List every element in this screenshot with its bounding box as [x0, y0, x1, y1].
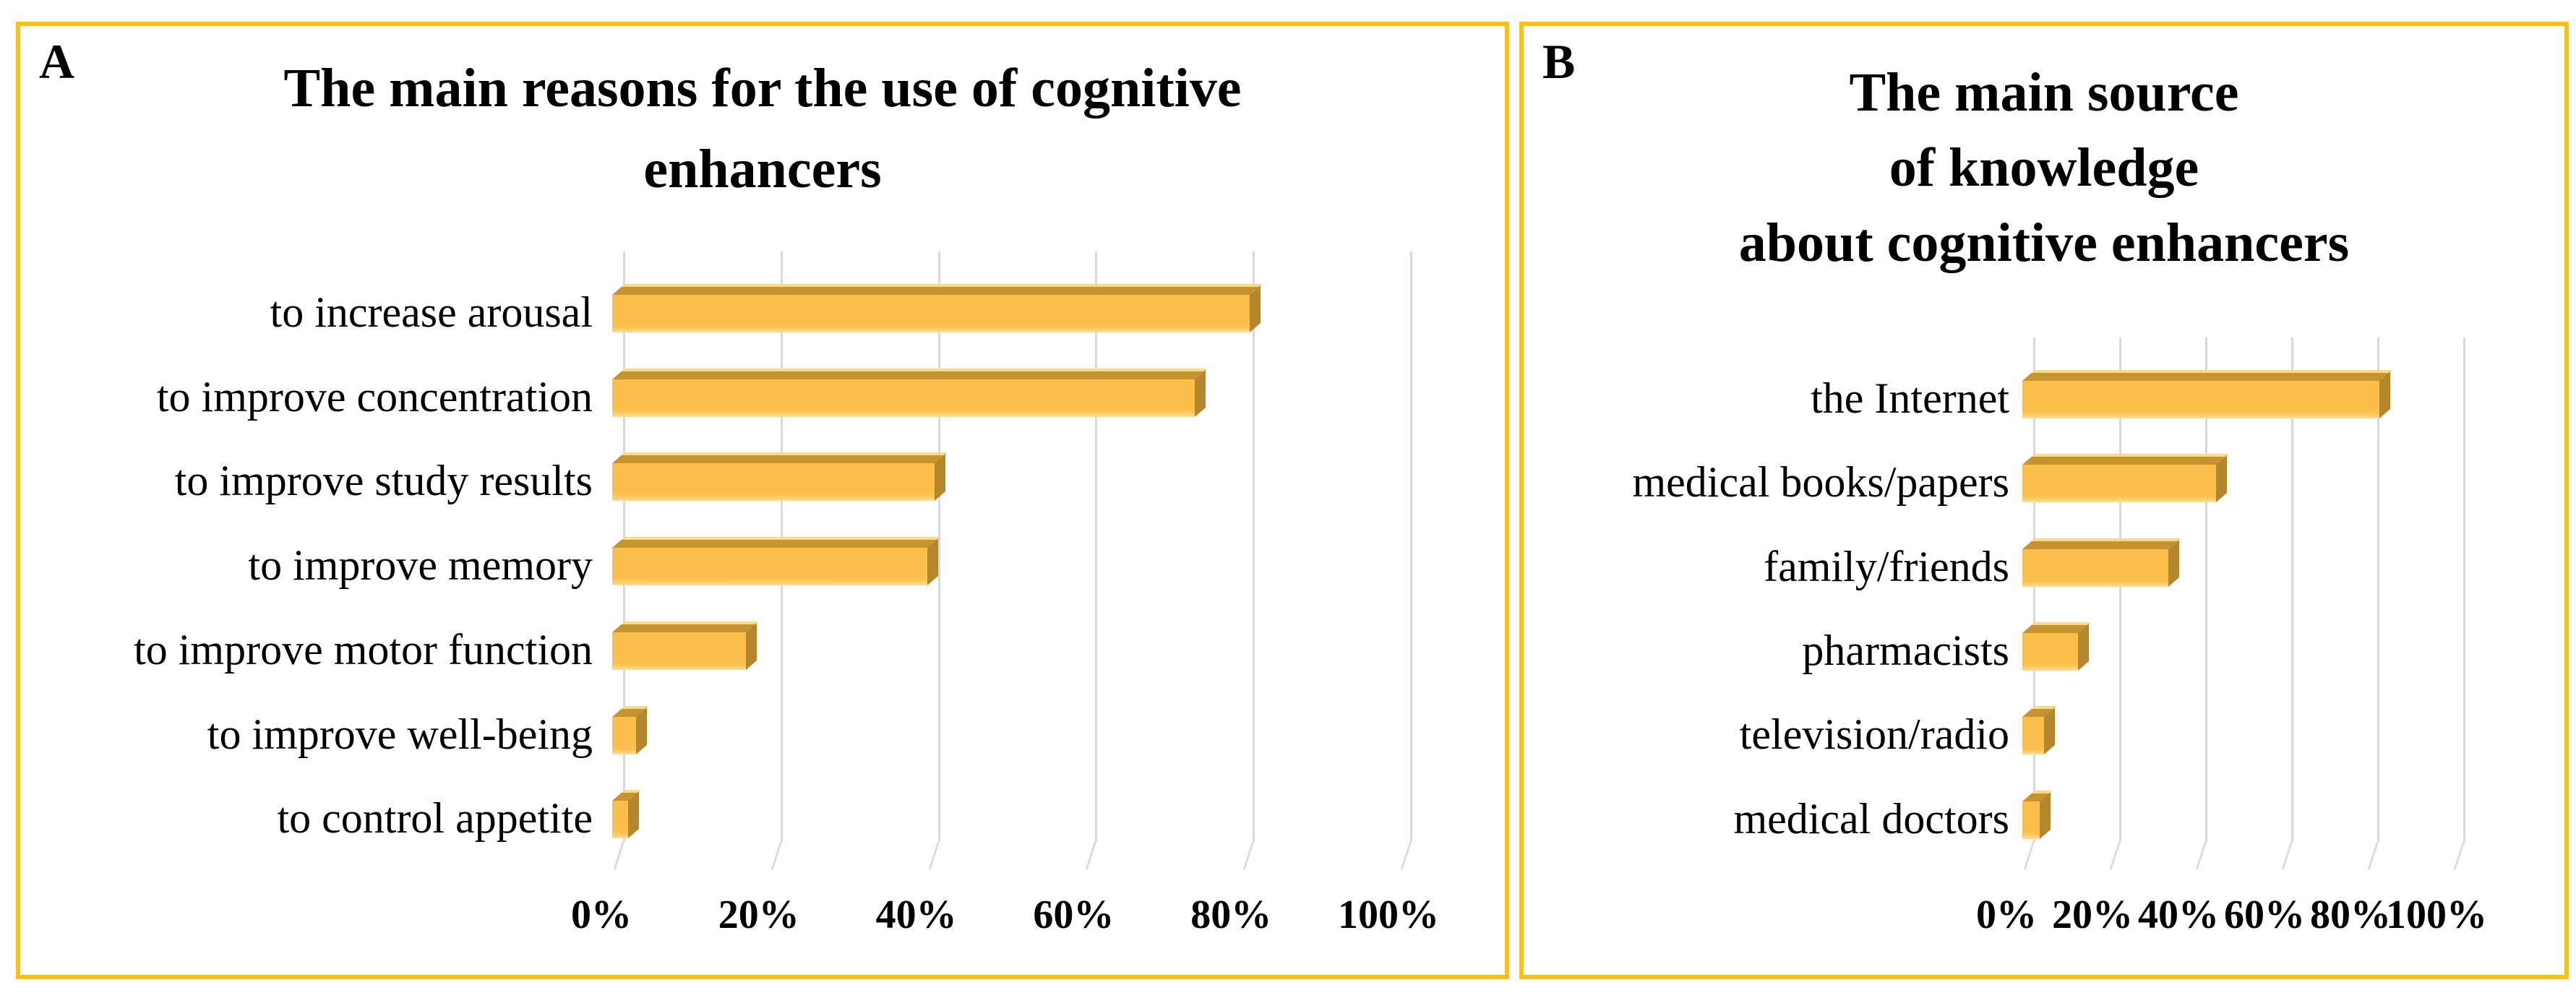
gridline-foot [1242, 841, 1255, 870]
gridline-foot [928, 841, 940, 870]
category-label: to improve concentration [156, 372, 593, 421]
bar-side-face [746, 622, 757, 670]
chart-title-line: of knowledge [1889, 137, 2199, 198]
panel-a-title: The main reasons for the use of cognitiv… [20, 48, 1505, 210]
gridline [2119, 337, 2121, 842]
gridline-foot [1086, 841, 1097, 870]
bar-top-face [2022, 370, 2392, 381]
category-label: medical books/papers [1632, 458, 2009, 507]
x-axis-tick-label: 80% [1190, 892, 1272, 937]
category-label: television/radio [1739, 710, 2009, 759]
bar-top-face [612, 452, 948, 464]
gridline [1253, 251, 1255, 842]
bar-side-face [2078, 623, 2090, 671]
x-axis-tick-label: 60% [2224, 892, 2305, 937]
bar-side-face [2379, 371, 2390, 418]
category-label: family/friends [1764, 542, 2009, 590]
bar-side-face [2043, 707, 2055, 755]
x-axis-tick-label: 40% [2138, 892, 2219, 937]
panel-a-plot: 0% 20% 40% 60% 80% 100% to increase arousal to … [20, 26, 1505, 975]
x-axis-tick-label: 20% [2052, 892, 2133, 937]
gridline-foot [1400, 841, 1412, 870]
gridline-foot [2367, 841, 2379, 870]
bar [2022, 549, 2169, 587]
panel-a-letter: A [39, 34, 75, 89]
chart-title-line: enhancers [643, 139, 882, 199]
bar [612, 379, 1195, 417]
figure-panel-a: A The main reasons for the use of cognit… [16, 22, 1509, 979]
chart-title-line: about cognitive enhancers [1738, 212, 2350, 273]
bar-side-face [2168, 539, 2180, 587]
bar-side-face [927, 538, 938, 586]
x-axis-tick-label: 100% [1338, 892, 1439, 937]
chart-title-line: The main source [1849, 62, 2239, 123]
x-axis-tick-label: 20% [718, 892, 799, 937]
category-label: to increase arousal [270, 288, 593, 336]
gridline-foot [2195, 841, 2207, 870]
gridline [2377, 337, 2379, 842]
category-label: to control appetite [277, 794, 593, 843]
gridline-foot [2453, 841, 2465, 870]
bar-top-face [612, 368, 1208, 379]
gridline [1410, 251, 1412, 842]
x-axis-tick-label: 80% [2310, 892, 2391, 937]
gridline-foot [613, 841, 624, 870]
bar [2022, 465, 2216, 503]
bar [2022, 381, 2379, 418]
panel-b-letter: B [1542, 34, 1576, 89]
gridline [937, 251, 940, 842]
x-axis-tick-label: 60% [1033, 892, 1115, 937]
gridline [1095, 251, 1098, 842]
panel-b-plot: 0% 20% 40% 60% 80% 100% the Internet medical bo… [1524, 26, 2564, 975]
bar-side-face [627, 791, 639, 839]
gridline-foot [2023, 841, 2035, 870]
x-axis-tick-label: 0% [571, 892, 632, 937]
category-label: to improve study results [174, 457, 593, 505]
gridline-foot [2109, 841, 2121, 870]
gridline [2033, 337, 2035, 842]
bar-side-face [2215, 455, 2227, 503]
bar-top-face [612, 621, 759, 632]
x-axis-tick-label: 100% [2386, 892, 2487, 937]
bar [2022, 633, 2079, 671]
x-axis-tick-label: 0% [1976, 892, 2037, 937]
bar-top-face [2022, 454, 2229, 465]
category-label: to improve motor function [134, 625, 593, 674]
bar-side-face [935, 454, 946, 502]
chart-title-line: The main reasons for the use of cognitiv… [283, 58, 1242, 119]
bar [612, 801, 628, 839]
bar-top-face [2022, 538, 2181, 549]
gridline [2463, 337, 2465, 842]
bar [612, 716, 636, 754]
bar-top-face [612, 284, 1263, 295]
bar [2022, 717, 2044, 755]
bar [612, 632, 747, 670]
bar [2022, 801, 2040, 839]
category-label: pharmacists [1802, 627, 2009, 674]
bar-side-face [1194, 369, 1206, 417]
x-axis-tick-label: 40% [875, 892, 957, 937]
bar [612, 548, 927, 586]
gridline-foot [2281, 841, 2293, 870]
category-label: to improve memory [248, 541, 593, 590]
category-label: to improve well-being [207, 710, 593, 758]
bar-side-face [1250, 285, 1261, 332]
category-label: the Internet [1811, 374, 2009, 422]
gridline [2205, 337, 2207, 842]
bar-side-face [2039, 791, 2051, 839]
gridline [2291, 337, 2293, 842]
figure-panel-b: B The main source of knowledge about cogni… [1519, 22, 2569, 979]
bar [612, 295, 1250, 332]
bar-top-face [612, 537, 940, 549]
panel-b-title: The main source of knowledge about cogniti… [1524, 55, 2564, 280]
bar [612, 463, 935, 502]
gridline-foot [770, 841, 782, 870]
category-label: medical doctors [1733, 794, 2009, 843]
